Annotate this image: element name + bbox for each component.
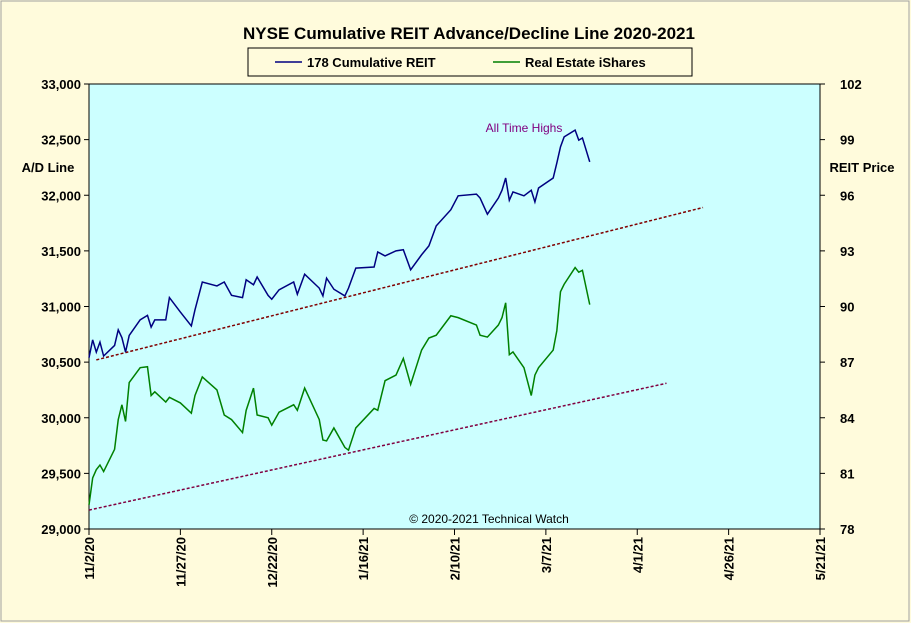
legend-label: Real Estate iShares [525, 55, 646, 70]
trend-line [96, 206, 704, 361]
y2-tick-label: 78 [840, 522, 854, 537]
x-tick-label: 4/26/21 [722, 537, 737, 580]
series-line [88, 129, 591, 358]
y-tick-label: 29,000 [41, 522, 81, 537]
y2-axis-label: REIT Price [829, 160, 894, 175]
y2-tick-label: 96 [840, 188, 854, 203]
y2-tick-label: 84 [840, 411, 855, 426]
x-tick-label: 3/7/21 [539, 537, 554, 573]
chart-title: NYSE Cumulative REIT Advance/Decline Lin… [243, 24, 695, 43]
x-tick-label: 1/16/21 [356, 537, 371, 580]
y2-tick-label: 93 [840, 244, 854, 259]
y-tick-label: 29,500 [41, 466, 81, 481]
y2-tick-label: 90 [840, 300, 854, 315]
x-tick-label: 12/22/20 [265, 537, 280, 588]
x-tick-label: 5/21/21 [813, 537, 828, 580]
y-tick-label: 31,000 [41, 300, 81, 315]
x-tick-label: 11/2/20 [82, 537, 97, 580]
copyright: © 2020-2021 Technical Watch [409, 512, 569, 526]
y2-tick-label: 81 [840, 466, 854, 481]
y2-tick-label: 102 [840, 77, 862, 92]
series-line [88, 266, 591, 505]
y-tick-label: 30,000 [41, 411, 81, 426]
x-tick-label: 2/10/21 [448, 537, 463, 580]
x-tick-label: 4/1/21 [630, 537, 645, 573]
y-tick-label: 30,500 [41, 355, 81, 370]
y2-tick-label: 99 [840, 133, 854, 148]
y2-tick-label: 87 [840, 355, 854, 370]
x-tick-label: 11/27/20 [173, 537, 188, 587]
y-tick-label: 32,500 [41, 133, 81, 148]
legend [247, 47, 693, 77]
plot-area [88, 83, 821, 530]
y-axis-label: A/D Line [22, 160, 75, 175]
y-tick-label: 31,500 [41, 244, 81, 259]
y-tick-label: 33,000 [41, 77, 81, 92]
legend-label: 178 Cumulative REIT [307, 55, 436, 70]
annotation: All Time Highs [486, 121, 563, 135]
trend-line [88, 382, 667, 511]
y-tick-label: 32,000 [41, 188, 81, 203]
